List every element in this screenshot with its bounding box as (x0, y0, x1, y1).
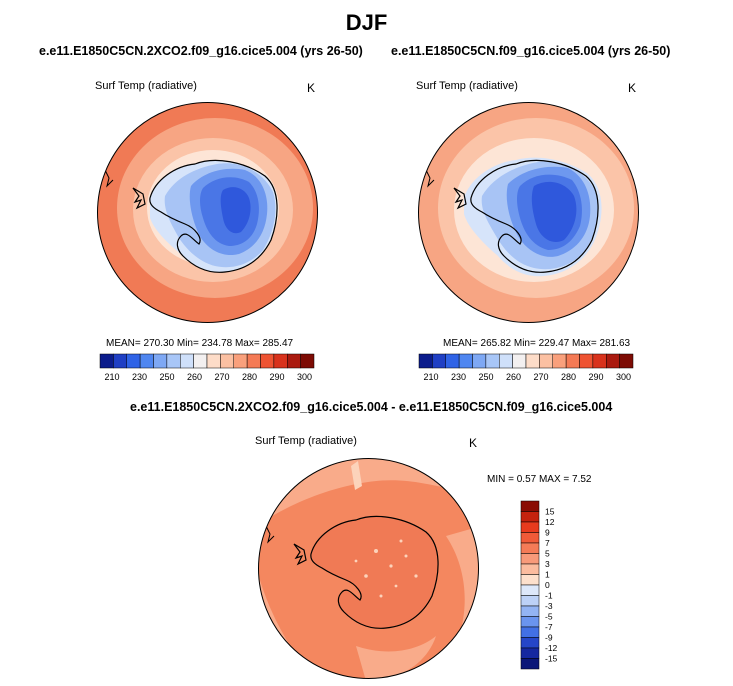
panel-1-colorbar-swatch (246, 353, 261, 369)
panel-2-colorbar: 210 230 250 260 270 280 290 300 (418, 353, 634, 382)
panel-3-stats: MIN = 0.57 MAX = 7.52 (487, 474, 592, 485)
panel-1-stats: MEAN= 270.30 Min= 234.78 Max= 285.47 (106, 338, 294, 349)
panel-1-colorbar-swatch (287, 353, 301, 369)
panel-1-colorbar-tick-label: 210 (104, 372, 119, 382)
panel-2-colorbar-swatch (606, 353, 620, 369)
panel-2-title: e.e11.E1850C5CN.f09_g16.cice5.004 (yrs 2… (391, 44, 671, 58)
panel-3-colorbar-swatch (520, 647, 540, 659)
panel-2-colorbar-swatch (592, 353, 607, 369)
panel-1-unit-label: K (307, 81, 316, 95)
panel-3-title: e.e11.E1850C5CN.2XCO2.f09_g16.cice5.004 … (130, 400, 613, 414)
panel-1-colorbar-swatch (139, 353, 154, 369)
panel-3-variable-label: Surf Temp (radiative) (255, 435, 357, 447)
panel-3-colorbar-swatch (520, 511, 540, 523)
panel-3-colorbar-swatch (520, 500, 540, 512)
panel-3-colorbar-tick-label: -12 (545, 643, 558, 653)
panel-2-colorbar-swatch (485, 353, 500, 369)
panel-3-colorbar-swatch (520, 626, 540, 638)
panel-3-colorbar-swatch (520, 574, 540, 586)
panel-3-colorbar-swatch (520, 595, 540, 607)
panel-1-colorbar-swatch (113, 353, 127, 369)
panel-3-colorbar-swatch (520, 584, 540, 596)
figure-title: DJF (345, 10, 388, 35)
panel-3-colorbar-tick-label: 12 (545, 517, 555, 527)
panel-2-colorbar-swatch (472, 353, 487, 369)
panel-2-colorbar-swatch (512, 353, 527, 369)
panel-1-variable-label: Surf Temp (radiative) (95, 80, 197, 92)
panel-2-colorbar-tick-label: 230 (451, 372, 466, 382)
panel-2-colorbar-swatch (432, 353, 446, 369)
panel-2-colorbar-swatch (579, 353, 594, 369)
panel-2-colorbar-tick-label: 250 (478, 372, 493, 382)
panel-2-colorbar-tick-label: 290 (588, 372, 603, 382)
panel-3-colorbar-tick-label: 7 (545, 538, 550, 548)
panel-3-colorbar-swatch (520, 521, 540, 533)
panel-3-colorbar-swatch (520, 542, 540, 554)
panel-2-stats: MEAN= 265.82 Min= 229.47 Max= 281.63 (443, 338, 631, 349)
panel-3-colorbar-tick-label: -7 (545, 622, 553, 632)
panel-1-colorbar-swatch (166, 353, 181, 369)
panel-3-map (258, 458, 479, 679)
panel-2-colorbar-tick-label: 280 (561, 372, 576, 382)
panel-2-colorbar-tick-label: 300 (616, 372, 631, 382)
panel-1-colorbar-tick-label: 300 (297, 372, 312, 382)
panel-2-colorbar-swatch (525, 353, 540, 369)
panel-2-colorbar-swatch (565, 353, 580, 369)
panel-3-colorbar-swatch (520, 637, 540, 649)
panel-1-colorbar-swatch (273, 353, 288, 369)
panel-2-unit-label: K (628, 81, 637, 95)
panel-3-colorbar-swatch (520, 605, 540, 617)
panel-1-colorbar-tick-label: 250 (159, 372, 174, 382)
panel-1-map (97, 102, 318, 323)
panel-3-colorbar-tick-label: -15 (545, 654, 558, 664)
panel-1-colorbar-tick-label: 280 (242, 372, 257, 382)
panel-3-colorbar-swatch (520, 658, 540, 670)
panel-3-colorbar-tick-label: 3 (545, 559, 550, 569)
panel-1-colorbar-swatch (180, 353, 194, 369)
panel-2-colorbar-tick-label: 270 (533, 372, 548, 382)
panel-2-colorbar-swatch (499, 353, 513, 369)
panel-2-colorbar-swatch (539, 353, 553, 369)
panel-3-colorbar-swatch (520, 616, 540, 628)
panel-1-colorbar-tick-label: 290 (269, 372, 284, 382)
panel-3-colorbar-swatch (520, 563, 540, 575)
panel-3-colorbar-tick-label: 9 (545, 528, 550, 538)
panel-3-colorbar-swatch (520, 532, 540, 544)
panel-2-colorbar-swatch (552, 353, 567, 369)
panel-1-colorbar-swatch (300, 353, 315, 369)
panel-1-colorbar-swatch (193, 353, 208, 369)
panel-1-colorbar: 210 230 250 260 270 280 290 300 (99, 353, 315, 382)
panel-2-colorbar-tick-label: 210 (423, 372, 438, 382)
panel-3-colorbar-tick-label: 1 (545, 570, 550, 580)
panel-2-colorbar-swatch (445, 353, 460, 369)
panel-1-colorbar-swatch (220, 353, 234, 369)
panel-3-colorbar-tick-label: 15 (545, 507, 555, 517)
panel-1-colorbar-swatch (260, 353, 275, 369)
panel-1-colorbar-tick-label: 230 (132, 372, 147, 382)
panel-1-colorbar-swatch (233, 353, 248, 369)
panel-3-colorbar-tick-label: -5 (545, 612, 553, 622)
panel-2-colorbar-tick-label: 260 (506, 372, 521, 382)
panel-3-colorbar-tick-label: 5 (545, 549, 550, 559)
panel-1-colorbar-swatch (99, 353, 114, 369)
panel-3-unit-label: K (469, 436, 478, 450)
panel-2-colorbar-swatch (418, 353, 433, 369)
panel-1-colorbar-tick-label: 260 (187, 372, 202, 382)
panel-1-colorbar-swatch (126, 353, 141, 369)
panel-1-title: e.e11.E1850C5CN.2XCO2.f09_g16.cice5.004 … (39, 44, 363, 58)
panel-2-colorbar-swatch (619, 353, 634, 369)
panel-3-colorbar-tick-label: 0 (545, 580, 550, 590)
panel-2-variable-label: Surf Temp (radiative) (416, 80, 518, 92)
panel-1-colorbar-tick-label: 270 (214, 372, 229, 382)
panel-2-colorbar-swatch (458, 353, 473, 369)
panel-1-colorbar-swatch (153, 353, 168, 369)
panel-3-colorbar-swatch (520, 553, 540, 565)
panel-1-colorbar-swatch (206, 353, 221, 369)
panel-3-colorbar-tick-label: -1 (545, 591, 553, 601)
panel-3-colorbar-tick-label: -9 (545, 633, 553, 643)
panel-2-map (418, 102, 639, 323)
panel-3-colorbar-tick-label: -3 (545, 601, 553, 611)
